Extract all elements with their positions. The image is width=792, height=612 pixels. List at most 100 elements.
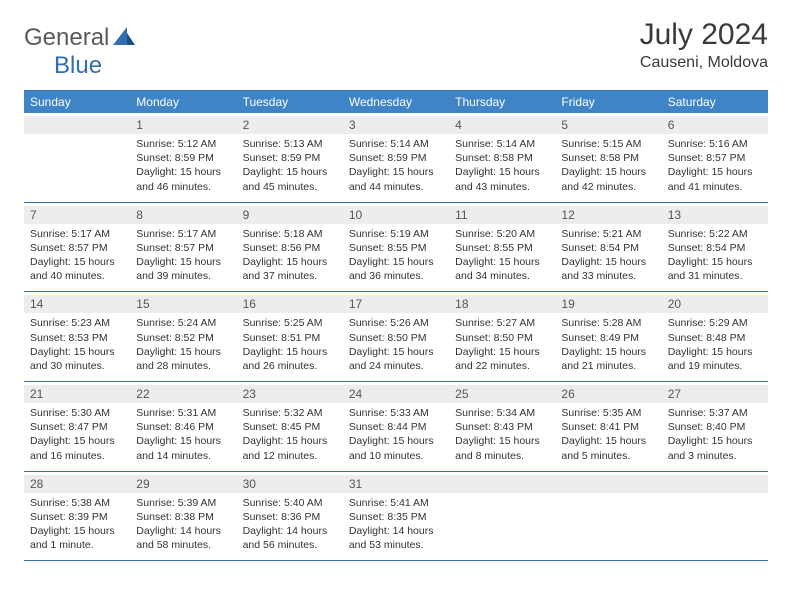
- sunrise-text: Sunrise: 5:14 AM: [349, 137, 443, 151]
- day-number: 8: [130, 206, 236, 224]
- sunset-text: Sunset: 8:50 PM: [455, 331, 549, 345]
- day-number: 3: [343, 116, 449, 134]
- sunset-text: Sunset: 8:36 PM: [243, 510, 337, 524]
- daylight-text: Daylight: 15 hours and 33 minutes.: [561, 255, 655, 283]
- day-cell: [555, 472, 661, 561]
- daylight-text: Daylight: 15 hours and 34 minutes.: [455, 255, 549, 283]
- day-number: 11: [449, 206, 555, 224]
- sunrise-text: Sunrise: 5:21 AM: [561, 227, 655, 241]
- daylight-text: Daylight: 15 hours and 44 minutes.: [349, 165, 443, 193]
- sunrise-text: Sunrise: 5:15 AM: [561, 137, 655, 151]
- day-header-sun: Sunday: [24, 91, 130, 113]
- sunrise-text: Sunrise: 5:24 AM: [136, 316, 230, 330]
- daylight-text: Daylight: 15 hours and 10 minutes.: [349, 434, 443, 462]
- day-cell: 31Sunrise: 5:41 AMSunset: 8:35 PMDayligh…: [343, 472, 449, 561]
- day-cell: 28Sunrise: 5:38 AMSunset: 8:39 PMDayligh…: [24, 472, 130, 561]
- sunrise-text: Sunrise: 5:28 AM: [561, 316, 655, 330]
- day-cell: 3 Sunrise: 5:14 AMSunset: 8:59 PMDaylight…: [343, 113, 449, 202]
- logo-triangle-icon: [113, 27, 135, 50]
- sunset-text: Sunset: 8:58 PM: [561, 151, 655, 165]
- sunset-text: Sunset: 8:39 PM: [30, 510, 124, 524]
- day-number: 6: [662, 116, 768, 134]
- daylight-text: Daylight: 15 hours and 5 minutes.: [561, 434, 655, 462]
- sunset-text: Sunset: 8:38 PM: [136, 510, 230, 524]
- sunset-text: Sunset: 8:54 PM: [668, 241, 762, 255]
- day-cell: 29Sunrise: 5:39 AMSunset: 8:38 PMDayligh…: [130, 472, 236, 561]
- day-cell: 19Sunrise: 5:28 AMSunset: 8:49 PMDayligh…: [555, 292, 661, 381]
- daylight-text: Daylight: 15 hours and 3 minutes.: [668, 434, 762, 462]
- sunset-text: Sunset: 8:56 PM: [243, 241, 337, 255]
- day-cell: 8Sunrise: 5:17 AMSunset: 8:57 PMDaylight…: [130, 203, 236, 292]
- daylight-text: Daylight: 15 hours and 39 minutes.: [136, 255, 230, 283]
- day-number: 31: [343, 475, 449, 493]
- sunset-text: Sunset: 8:59 PM: [349, 151, 443, 165]
- day-header-tue: Tuesday: [237, 91, 343, 113]
- sunrise-text: Sunrise: 5:17 AM: [30, 227, 124, 241]
- day-header-wed: Wednesday: [343, 91, 449, 113]
- day-cell: 7Sunrise: 5:17 AMSunset: 8:57 PMDaylight…: [24, 203, 130, 292]
- sunset-text: Sunset: 8:58 PM: [455, 151, 549, 165]
- day-number: 17: [343, 295, 449, 313]
- sunset-text: Sunset: 8:57 PM: [668, 151, 762, 165]
- day-cell: 22Sunrise: 5:31 AMSunset: 8:46 PMDayligh…: [130, 382, 236, 471]
- sunrise-text: Sunrise: 5:41 AM: [349, 496, 443, 510]
- daylight-text: Daylight: 15 hours and 40 minutes.: [30, 255, 124, 283]
- sunset-text: Sunset: 8:43 PM: [455, 420, 549, 434]
- sunrise-text: Sunrise: 5:26 AM: [349, 316, 443, 330]
- day-cell: [24, 113, 130, 202]
- day-number: 27: [662, 385, 768, 403]
- day-header-fri: Friday: [555, 91, 661, 113]
- daylight-text: Daylight: 15 hours and 26 minutes.: [243, 345, 337, 373]
- daylight-text: Daylight: 15 hours and 21 minutes.: [561, 345, 655, 373]
- day-number: 29: [130, 475, 236, 493]
- day-cell: 26Sunrise: 5:35 AMSunset: 8:41 PMDayligh…: [555, 382, 661, 471]
- daylight-text: Daylight: 15 hours and 8 minutes.: [455, 434, 549, 462]
- calendar-page: General July 2024 Causeni, Moldova Blue …: [0, 0, 792, 579]
- day-cell: 30Sunrise: 5:40 AMSunset: 8:36 PMDayligh…: [237, 472, 343, 561]
- sunrise-text: Sunrise: 5:33 AM: [349, 406, 443, 420]
- day-cell: 25Sunrise: 5:34 AMSunset: 8:43 PMDayligh…: [449, 382, 555, 471]
- sunrise-text: Sunrise: 5:32 AM: [243, 406, 337, 420]
- sunrise-text: Sunrise: 5:31 AM: [136, 406, 230, 420]
- day-cell: 11Sunrise: 5:20 AMSunset: 8:55 PMDayligh…: [449, 203, 555, 292]
- sunset-text: Sunset: 8:41 PM: [561, 420, 655, 434]
- day-cell: 6Sunrise: 5:16 AMSunset: 8:57 PMDaylight…: [662, 113, 768, 202]
- sunrise-text: Sunrise: 5:40 AM: [243, 496, 337, 510]
- day-number: [555, 475, 661, 493]
- sunrise-text: Sunrise: 5:14 AM: [455, 137, 549, 151]
- day-cell: 10Sunrise: 5:19 AMSunset: 8:55 PMDayligh…: [343, 203, 449, 292]
- day-header-sat: Saturday: [662, 91, 768, 113]
- logo-part2: Blue: [54, 52, 102, 79]
- daylight-text: Daylight: 15 hours and 37 minutes.: [243, 255, 337, 283]
- day-cell: 14Sunrise: 5:23 AMSunset: 8:53 PMDayligh…: [24, 292, 130, 381]
- day-header-thu: Thursday: [449, 91, 555, 113]
- sunset-text: Sunset: 8:44 PM: [349, 420, 443, 434]
- sunset-text: Sunset: 8:54 PM: [561, 241, 655, 255]
- sunrise-text: Sunrise: 5:30 AM: [30, 406, 124, 420]
- sunset-text: Sunset: 8:48 PM: [668, 331, 762, 345]
- day-header-mon: Monday: [130, 91, 236, 113]
- sunrise-text: Sunrise: 5:19 AM: [349, 227, 443, 241]
- sunset-text: Sunset: 8:57 PM: [136, 241, 230, 255]
- daylight-text: Daylight: 15 hours and 30 minutes.: [30, 345, 124, 373]
- sunset-text: Sunset: 8:49 PM: [561, 331, 655, 345]
- day-cell: 24Sunrise: 5:33 AMSunset: 8:44 PMDayligh…: [343, 382, 449, 471]
- day-number: 13: [662, 206, 768, 224]
- weeks-container: 1Sunrise: 5:12 AMSunset: 8:59 PMDaylight…: [24, 113, 768, 561]
- logo: General: [24, 18, 137, 52]
- week-row: 21Sunrise: 5:30 AMSunset: 8:47 PMDayligh…: [24, 382, 768, 472]
- sunrise-text: Sunrise: 5:25 AM: [243, 316, 337, 330]
- sunrise-text: Sunrise: 5:38 AM: [30, 496, 124, 510]
- sunset-text: Sunset: 8:46 PM: [136, 420, 230, 434]
- calendar-grid: Sunday Monday Tuesday Wednesday Thursday…: [24, 90, 768, 561]
- day-number: 1: [130, 116, 236, 134]
- day-number: 23: [237, 385, 343, 403]
- logo-part1: General: [24, 24, 109, 52]
- day-number: 20: [662, 295, 768, 313]
- sunset-text: Sunset: 8:50 PM: [349, 331, 443, 345]
- sunrise-text: Sunrise: 5:35 AM: [561, 406, 655, 420]
- day-number: [662, 475, 768, 493]
- daylight-text: Daylight: 15 hours and 22 minutes.: [455, 345, 549, 373]
- day-cell: 2Sunrise: 5:13 AMSunset: 8:59 PMDaylight…: [237, 113, 343, 202]
- sunset-text: Sunset: 8:59 PM: [136, 151, 230, 165]
